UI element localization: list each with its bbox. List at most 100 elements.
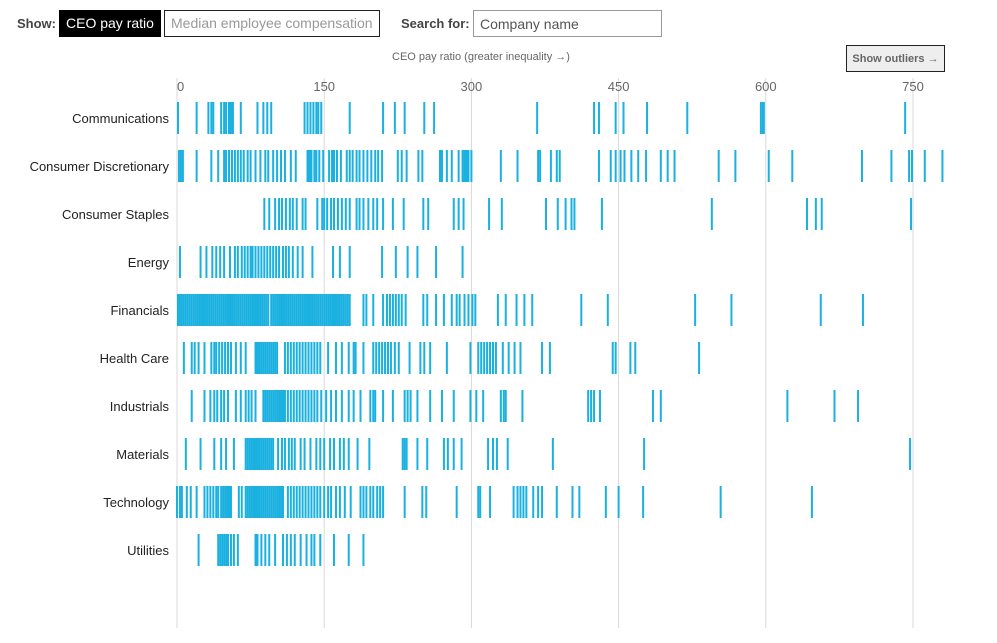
company-tick[interactable]: [340, 390, 343, 422]
company-tick[interactable]: [320, 390, 323, 422]
company-tick[interactable]: [362, 198, 365, 230]
company-tick[interactable]: [234, 390, 237, 422]
company-tick[interactable]: [210, 150, 213, 182]
company-tick[interactable]: [274, 390, 277, 422]
company-tick[interactable]: [515, 294, 518, 326]
company-tick[interactable]: [376, 198, 379, 230]
company-tick[interactable]: [333, 294, 336, 326]
company-tick[interactable]: [480, 342, 483, 374]
company-tick[interactable]: [537, 486, 540, 518]
company-tick[interactable]: [250, 438, 253, 470]
company-tick[interactable]: [210, 294, 213, 326]
company-tick[interactable]: [904, 102, 907, 134]
company-tick[interactable]: [344, 198, 347, 230]
company-tick[interactable]: [270, 102, 273, 134]
company-tick[interactable]: [541, 486, 544, 518]
company-tick[interactable]: [196, 294, 199, 326]
company-tick[interactable]: [254, 246, 257, 278]
company-tick[interactable]: [244, 486, 247, 518]
company-tick[interactable]: [317, 294, 320, 326]
company-tick[interactable]: [463, 294, 466, 326]
company-tick[interactable]: [313, 294, 316, 326]
company-tick[interactable]: [331, 150, 334, 182]
company-tick[interactable]: [277, 438, 280, 470]
company-tick[interactable]: [250, 390, 253, 422]
company-tick[interactable]: [381, 246, 384, 278]
company-tick[interactable]: [248, 486, 251, 518]
company-tick[interactable]: [597, 102, 600, 134]
company-tick[interactable]: [313, 486, 316, 518]
company-tick[interactable]: [294, 150, 297, 182]
company-tick[interactable]: [549, 150, 552, 182]
company-tick[interactable]: [438, 150, 441, 182]
company-tick[interactable]: [239, 294, 242, 326]
company-tick[interactable]: [306, 150, 309, 182]
company-tick[interactable]: [260, 246, 263, 278]
company-tick[interactable]: [223, 534, 226, 566]
company-tick[interactable]: [379, 486, 382, 518]
company-tick[interactable]: [378, 342, 381, 374]
company-tick[interactable]: [272, 438, 275, 470]
company-tick[interactable]: [313, 534, 316, 566]
company-tick[interactable]: [260, 342, 263, 374]
company-tick[interactable]: [178, 486, 181, 518]
company-tick[interactable]: [325, 390, 328, 422]
company-tick[interactable]: [323, 438, 326, 470]
company-tick[interactable]: [197, 534, 200, 566]
company-tick[interactable]: [275, 246, 278, 278]
company-tick[interactable]: [634, 342, 637, 374]
company-tick[interactable]: [272, 486, 275, 518]
company-tick[interactable]: [369, 390, 372, 422]
company-tick[interactable]: [293, 294, 296, 326]
company-tick[interactable]: [347, 438, 350, 470]
company-tick[interactable]: [225, 102, 228, 134]
company-tick[interactable]: [397, 342, 400, 374]
company-tick[interactable]: [278, 390, 281, 422]
company-tick[interactable]: [212, 294, 215, 326]
company-tick[interactable]: [614, 150, 617, 182]
company-tick[interactable]: [327, 294, 330, 326]
company-tick[interactable]: [470, 150, 473, 182]
company-tick[interactable]: [382, 390, 385, 422]
company-tick[interactable]: [333, 438, 336, 470]
company-tick[interactable]: [762, 102, 765, 134]
company-tick[interactable]: [513, 342, 516, 374]
company-tick[interactable]: [283, 294, 286, 326]
company-tick[interactable]: [313, 150, 316, 182]
company-tick[interactable]: [338, 294, 341, 326]
company-tick[interactable]: [223, 390, 226, 422]
company-tick[interactable]: [910, 198, 913, 230]
company-tick[interactable]: [499, 390, 502, 422]
company-tick[interactable]: [335, 150, 338, 182]
toggle-median-compensation[interactable]: Median employee compensation: [164, 10, 380, 37]
company-tick[interactable]: [403, 486, 406, 518]
company-tick[interactable]: [249, 294, 252, 326]
company-tick[interactable]: [227, 390, 230, 422]
company-tick[interactable]: [246, 246, 249, 278]
company-tick[interactable]: [239, 342, 242, 374]
company-tick[interactable]: [347, 534, 350, 566]
company-tick[interactable]: [349, 486, 352, 518]
company-tick[interactable]: [292, 486, 295, 518]
company-tick[interactable]: [646, 102, 649, 134]
company-tick[interactable]: [501, 342, 504, 374]
company-tick[interactable]: [551, 438, 554, 470]
company-tick[interactable]: [359, 486, 362, 518]
company-tick[interactable]: [537, 150, 540, 182]
company-tick[interactable]: [262, 486, 265, 518]
company-tick[interactable]: [281, 246, 284, 278]
company-tick[interactable]: [301, 390, 304, 422]
company-tick[interactable]: [223, 102, 226, 134]
company-tick[interactable]: [457, 198, 460, 230]
company-tick[interactable]: [226, 486, 229, 518]
company-tick[interactable]: [304, 342, 307, 374]
company-tick[interactable]: [212, 486, 215, 518]
company-tick[interactable]: [642, 486, 645, 518]
company-tick[interactable]: [204, 294, 207, 326]
company-tick[interactable]: [394, 246, 397, 278]
company-tick[interactable]: [486, 342, 489, 374]
company-tick[interactable]: [199, 438, 202, 470]
company-tick[interactable]: [400, 150, 403, 182]
company-tick[interactable]: [237, 294, 240, 326]
company-tick[interactable]: [228, 150, 231, 182]
